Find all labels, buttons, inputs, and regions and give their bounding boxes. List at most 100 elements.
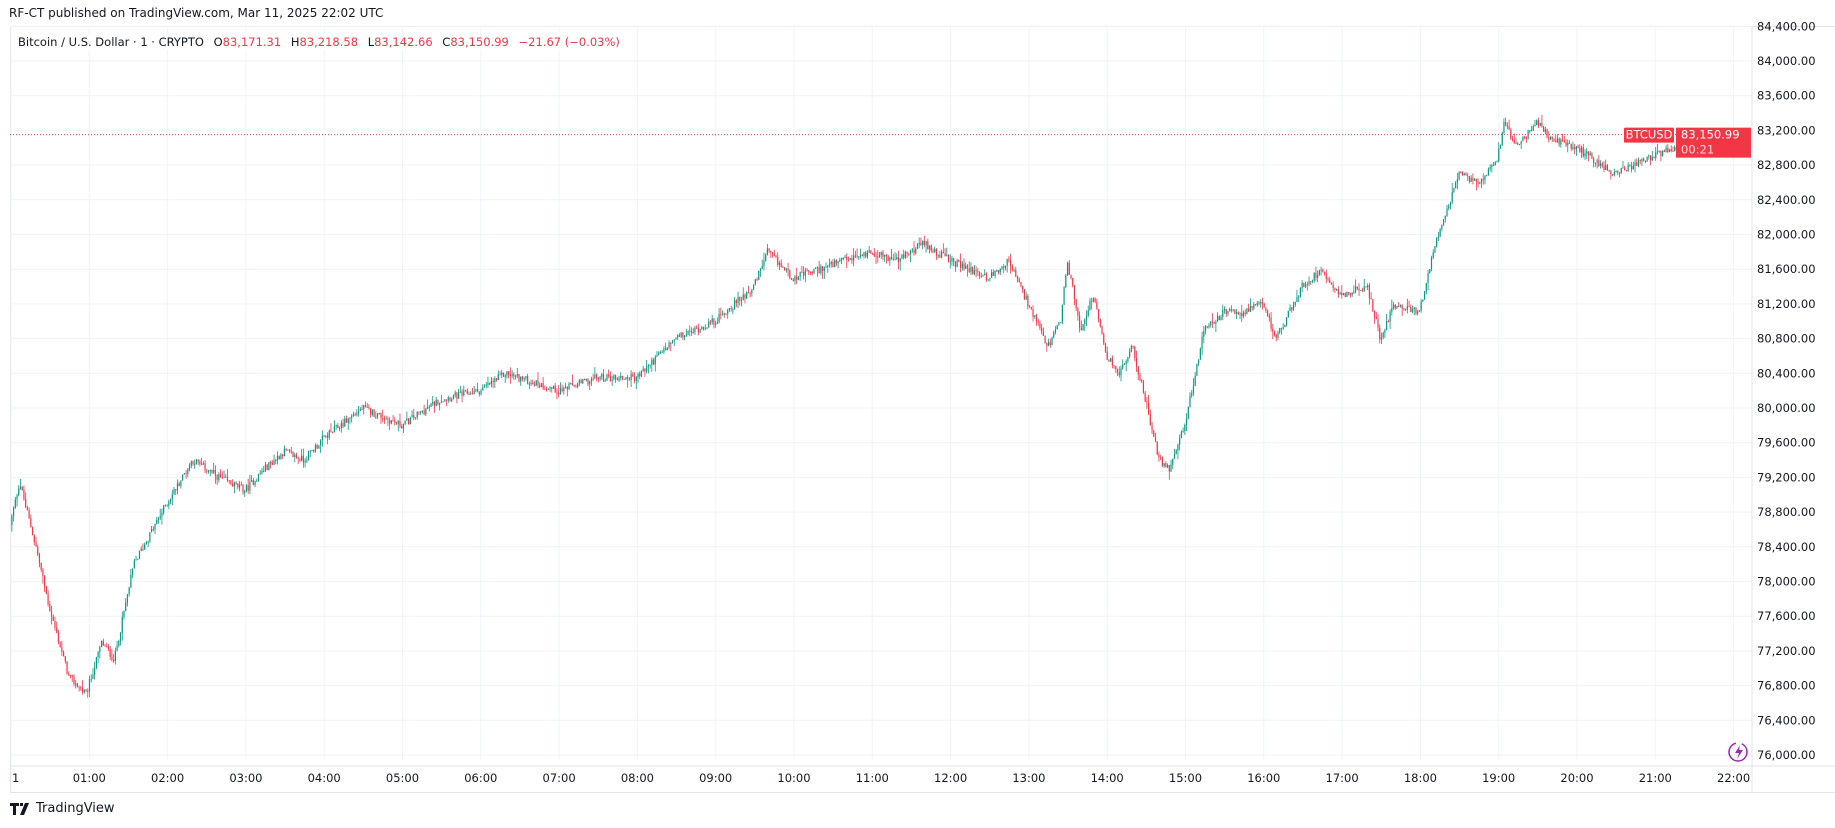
candle-body xyxy=(689,330,691,332)
candle-body xyxy=(1118,372,1120,376)
lightning-icon xyxy=(1728,742,1748,762)
candle-body xyxy=(666,347,668,350)
candle-body xyxy=(1420,301,1422,311)
candle-body xyxy=(1089,300,1091,311)
candle-body xyxy=(1246,308,1248,315)
candle-body xyxy=(1129,351,1131,357)
candle-body xyxy=(718,313,720,323)
x-tick-label: 12:00 xyxy=(934,771,967,785)
candle-body xyxy=(599,376,601,380)
candle-body xyxy=(1586,151,1588,154)
candle-body xyxy=(266,464,268,471)
candle-body xyxy=(1210,321,1212,326)
candle-body xyxy=(1636,162,1638,166)
candle-body xyxy=(204,463,206,471)
candle-body xyxy=(844,256,846,258)
candle-body xyxy=(665,348,667,350)
candle-body xyxy=(1058,322,1060,326)
candle-body xyxy=(715,323,717,325)
candle-body xyxy=(1066,262,1069,276)
candle-body xyxy=(408,418,410,425)
candle-body xyxy=(342,423,344,427)
candle-body xyxy=(495,378,498,380)
candle-body xyxy=(1168,465,1170,472)
x-tick-label: 14:00 xyxy=(1091,771,1124,785)
candle-body xyxy=(632,374,634,377)
candle-body xyxy=(1387,321,1389,323)
candle-body xyxy=(587,378,589,385)
candle-body xyxy=(808,270,810,272)
candle-body xyxy=(1201,336,1203,349)
candle-body xyxy=(183,473,185,475)
candle-body xyxy=(330,430,332,432)
candle-body xyxy=(716,322,718,324)
candle-body xyxy=(1656,151,1659,153)
candle-body xyxy=(95,657,97,668)
candle-body xyxy=(516,373,518,376)
candle-body xyxy=(899,258,901,262)
candle-body xyxy=(1608,170,1610,172)
candle-body xyxy=(1144,392,1146,402)
candle-body xyxy=(1425,282,1427,292)
candle-body xyxy=(332,431,334,433)
candle-body xyxy=(1272,328,1274,332)
candle-body xyxy=(614,374,617,379)
candle-body xyxy=(1460,172,1462,174)
candle-body xyxy=(1275,335,1277,338)
candle-body xyxy=(1115,366,1117,370)
candle-body xyxy=(237,483,239,488)
candle-body xyxy=(19,486,22,489)
x-tick-label: 19:00 xyxy=(1482,771,1515,785)
tradingview-logo[interactable]: TradingView xyxy=(10,801,115,816)
candle-body xyxy=(140,548,142,552)
candle-body xyxy=(1441,225,1443,230)
candle-body xyxy=(299,458,301,461)
candle-body xyxy=(114,650,116,662)
x-tick-label: 02:00 xyxy=(151,771,184,785)
y-tick-label: 80,800.00 xyxy=(1757,332,1816,346)
candle-body xyxy=(687,330,689,335)
candle-body xyxy=(540,383,543,388)
candle-body xyxy=(694,327,696,332)
candle-body xyxy=(720,313,722,315)
candle-body xyxy=(1258,302,1260,304)
candle-body xyxy=(1120,368,1122,376)
candle-body xyxy=(1629,165,1631,167)
symbol-tag xyxy=(1624,127,1674,143)
candle-body xyxy=(1013,270,1015,272)
candle-body xyxy=(238,484,241,488)
candle-body xyxy=(211,469,213,473)
candle-body xyxy=(1304,284,1307,288)
y-tick-label: 80,000.00 xyxy=(1757,401,1816,415)
candle-body xyxy=(64,655,66,662)
candle-body xyxy=(1142,381,1145,393)
candle-body xyxy=(309,450,311,452)
candle-body xyxy=(271,462,273,465)
candle-body xyxy=(1311,280,1314,282)
candle-body xyxy=(323,435,325,437)
candle-body xyxy=(125,602,127,612)
candle-body xyxy=(972,267,974,275)
candle-body xyxy=(344,418,346,427)
candle-body xyxy=(397,420,399,424)
candle-body xyxy=(226,476,229,481)
x-tick-label: 20:00 xyxy=(1560,771,1593,785)
candle-body xyxy=(1372,299,1374,312)
candle-body xyxy=(568,383,570,390)
candle-body xyxy=(1658,150,1660,152)
candle-body xyxy=(740,299,743,301)
candle-body xyxy=(966,265,969,269)
candle-body xyxy=(471,393,474,395)
candle-body xyxy=(35,541,37,547)
candle-body xyxy=(1553,138,1555,141)
candle-body xyxy=(276,455,279,461)
candle-body xyxy=(1674,147,1676,152)
candle-body xyxy=(483,385,486,388)
candle-body xyxy=(1344,293,1346,297)
candle-body xyxy=(432,401,434,404)
candle-body xyxy=(1080,327,1082,331)
candle-body xyxy=(1648,155,1650,157)
candle-body xyxy=(1624,167,1626,170)
candle-body xyxy=(430,403,432,407)
